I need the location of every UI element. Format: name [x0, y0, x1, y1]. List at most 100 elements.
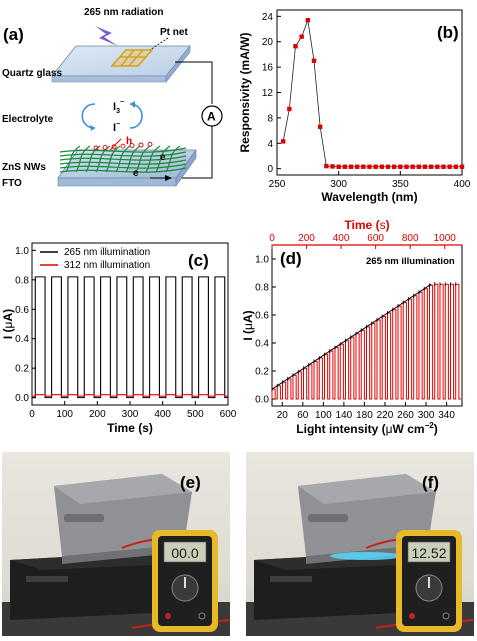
- x-tick-label: 20: [277, 410, 289, 421]
- data-point: [391, 164, 397, 169]
- data-point: [293, 43, 298, 49]
- y-axis-label: Responsivity (mA/W): [238, 32, 252, 152]
- fto-label: FTO: [2, 178, 22, 189]
- panel-a-schematic: (a) 265 nm radiation Pt net Quartz glass…: [2, 7, 223, 189]
- multimeter-display: [407, 541, 451, 563]
- data-point: [324, 163, 329, 169]
- x-tick-label: 600: [220, 409, 237, 420]
- panel-b-label: (b): [437, 23, 459, 42]
- pulse-series: [271, 283, 461, 400]
- nws-label: ZnS NWs: [2, 162, 46, 173]
- data-point: [441, 164, 446, 169]
- handle: [308, 514, 348, 522]
- y-tick-label: 0.2: [15, 364, 29, 375]
- y-tick-label: 16: [262, 63, 274, 74]
- y-tick-label: 12: [262, 88, 274, 99]
- x2-tick-label: 800: [402, 233, 419, 244]
- x2-axis-label: Time (s): [344, 218, 389, 232]
- electrolyte-label: Electrolyte: [2, 114, 54, 125]
- series-line-2: [32, 394, 228, 397]
- iodide-label: I−: [113, 121, 120, 134]
- data-point: [379, 164, 385, 169]
- x-tick-label: 100: [56, 409, 73, 420]
- data-point: [348, 164, 354, 169]
- y-tick-label: 0.6: [15, 305, 29, 316]
- data-point: [404, 164, 409, 169]
- y-tick-label: 0.0: [255, 395, 269, 406]
- x-tick-label: 250: [269, 179, 286, 190]
- arrow-right-icon: [165, 175, 172, 181]
- x-tick-label: 400: [454, 179, 471, 190]
- data-point: [459, 164, 465, 169]
- series-line: [282, 18, 462, 168]
- zns-nanowires: [59, 145, 187, 173]
- x-tick-label: 500: [187, 409, 204, 420]
- y-tick-label: 0.2: [255, 367, 269, 378]
- panel-c-label: (c): [188, 251, 209, 270]
- x-tick-label: 350: [392, 179, 409, 190]
- chart-b: 250 300 350 400 0 4 8 12 16 20 24 Wavelength (nm) Re…: [238, 9, 471, 204]
- chart-c: 0 100 200 300 400 500 600 0.0 0.2 0.4 0.6 0.8 1.0 265…: [1, 242, 237, 435]
- y-axis-label: I (μA): [1, 309, 15, 339]
- pt-net-label: Pt net: [160, 27, 188, 38]
- y-tick-label: 0: [267, 164, 273, 175]
- x-tick-label: 400: [154, 409, 171, 420]
- x-tick-label: 100: [315, 410, 332, 421]
- annotation: 265 nm illumination: [366, 256, 455, 267]
- data-point: [422, 164, 428, 169]
- data-point: [416, 164, 422, 169]
- hole-label: h: [126, 136, 132, 147]
- data-point: [373, 164, 378, 169]
- y-tick-label: 1.0: [255, 255, 269, 266]
- data-point: [398, 164, 403, 169]
- x2-tick-label: 600: [367, 233, 384, 244]
- photo-e-scene: 00.0 (e): [2, 473, 230, 636]
- quartz-label: Quartz glass: [2, 68, 62, 79]
- data-point: [410, 164, 415, 169]
- legend-entry: 265 nm illumination: [64, 247, 150, 258]
- multimeter-display: [163, 541, 207, 563]
- y-tick-label: 0.4: [255, 339, 269, 350]
- data-point: [317, 124, 323, 129]
- y-tick-label: 4: [267, 139, 273, 150]
- data-point: [311, 58, 317, 63]
- data-point: [354, 164, 360, 169]
- data-point: [342, 164, 348, 169]
- photo-f-scene: 12.52 (f): [246, 473, 474, 636]
- plot-frame: [276, 9, 463, 176]
- display-reading: 12.52: [411, 545, 446, 561]
- y-tick-label: 0.8: [255, 283, 269, 294]
- photo-e: 00.0 (e): [2, 452, 230, 636]
- x-tick-label: 300: [418, 410, 435, 421]
- photo-f: 12.52 (f): [246, 452, 474, 636]
- series-line-1: [32, 276, 228, 399]
- x2-tick-label: 400: [333, 233, 350, 244]
- x-tick-label: 220: [377, 410, 394, 421]
- svg-text:A: A: [207, 110, 216, 124]
- panel-a-label: (a): [3, 25, 24, 44]
- radiation-label: 265 nm radiation: [84, 7, 163, 18]
- y-axis-label: I (μA): [241, 310, 255, 340]
- panel-e-label: (e): [180, 473, 201, 492]
- data-point: [435, 164, 440, 169]
- panel-b: 250 300 350 400 0 4 8 12 16 20 24 Wavelength (nm) Re…: [237, 0, 477, 210]
- data-point: [385, 164, 391, 169]
- x2-tick-label: 1000: [434, 233, 457, 244]
- x-tick-label: 180: [356, 410, 373, 421]
- y-tick-label: 1.0: [15, 246, 29, 257]
- panel-f-label: (f): [422, 473, 439, 492]
- y-tick-label: 24: [262, 12, 274, 23]
- x-tick-label: 260: [397, 410, 414, 421]
- panel-d-label: (d): [280, 249, 302, 268]
- y-tick-label: 8: [267, 113, 273, 124]
- handle: [64, 514, 104, 522]
- y-tick-label: 0.4: [15, 334, 29, 345]
- y-tick-label: 20: [262, 37, 274, 48]
- x-axis-label: Light intensity (μW cm−2): [296, 421, 437, 436]
- data-point: [299, 34, 304, 39]
- pt-net: [110, 49, 154, 67]
- triiodide-label: I3−: [113, 99, 124, 115]
- lightning-icon: [95, 26, 118, 46]
- panel-d: 20 60 100 140 180 220 260 300 340 0 200 400 600 800 10…: [240, 210, 477, 445]
- x-axis-label: Wavelength (nm): [321, 190, 417, 204]
